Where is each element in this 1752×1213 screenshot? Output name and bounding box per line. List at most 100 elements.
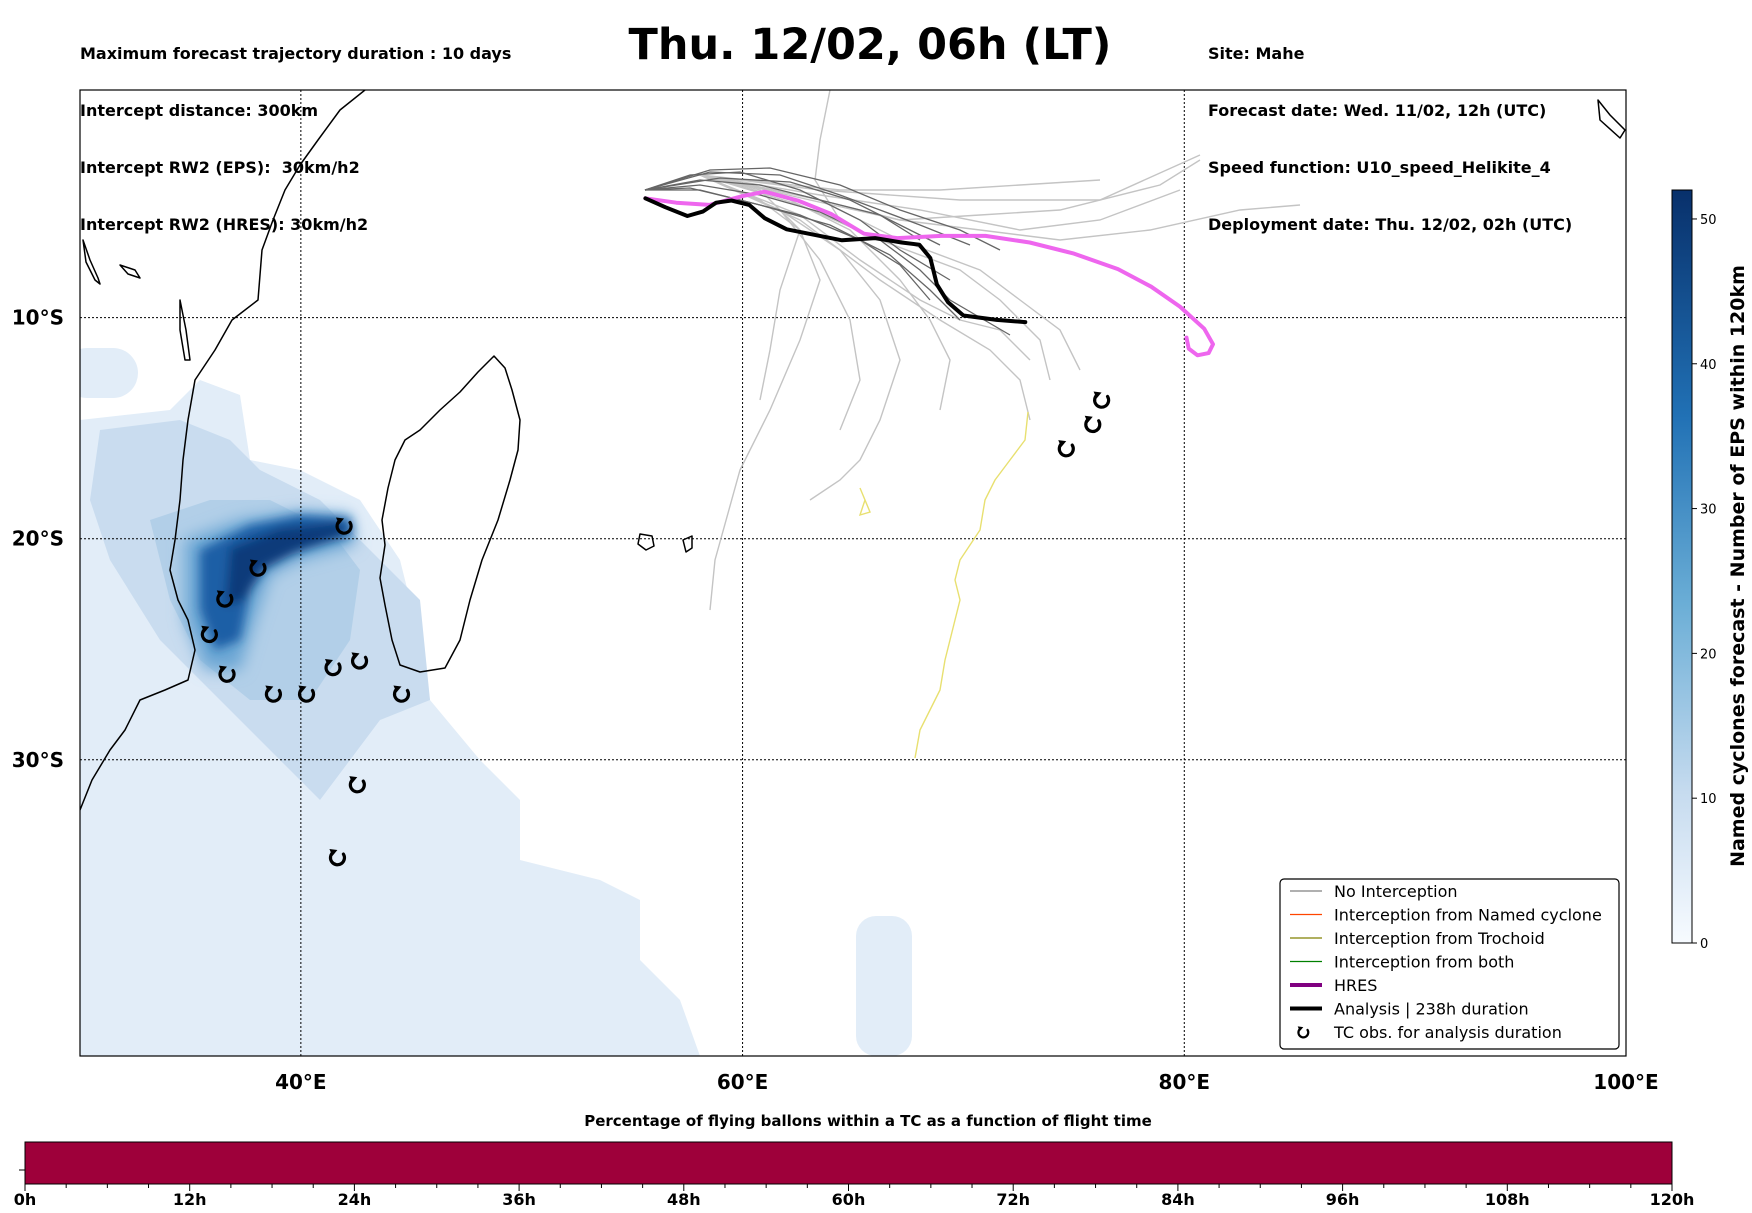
figure-title: Thu. 12/02, 06h (LT) xyxy=(628,20,1112,70)
legend-label: Interception from both xyxy=(1334,953,1514,972)
tc-obs-symbol xyxy=(348,776,366,794)
lon-tick-label: 80°E xyxy=(1159,1070,1211,1094)
eps-track xyxy=(699,174,1031,421)
tc-obs-symbol xyxy=(1093,391,1111,409)
lat-tick-label: 10°S xyxy=(12,306,64,330)
tc-obs-symbol xyxy=(350,652,369,670)
colorbar-bottom-tick-label: 108h xyxy=(1485,1190,1530,1209)
island xyxy=(119,264,141,279)
colorbar-bottom-title: Percentage of flying ballons within a TC… xyxy=(584,1112,1152,1130)
legend-label: No Interception xyxy=(1334,882,1458,901)
tc-obs-symbol xyxy=(1084,415,1102,434)
colorbar-right-label: Named cyclones forecast - Number of EPS … xyxy=(1727,265,1749,867)
lat-tick-label: 30°S xyxy=(12,748,64,772)
map-frame xyxy=(79,89,1627,1057)
madagascar-coast xyxy=(379,355,521,673)
colorbar-bottom-tick-label: 36h xyxy=(502,1190,536,1209)
legend: No Interception Interception from Named c… xyxy=(1279,878,1620,1050)
hres-track xyxy=(643,189,1215,358)
latitude-ticks: 10°S 20°S 30°S xyxy=(12,306,64,772)
eps-track xyxy=(699,174,1181,231)
colorbar-bottom-tick-label: 12h xyxy=(173,1190,207,1209)
header-line: Intercept RW2 (EPS): 30km/h2 xyxy=(80,158,360,177)
legend-label: Interception from Trochoid xyxy=(1334,929,1545,948)
colorbar-right-tick-label: 20 xyxy=(1700,647,1717,662)
legend-item: Analysis | 238h duration xyxy=(1290,1000,1529,1019)
island xyxy=(82,239,101,285)
tc-obs-symbol xyxy=(216,590,234,608)
density-region-light xyxy=(80,348,138,398)
tc-obs-symbol xyxy=(1057,440,1075,458)
tc-obs-symbol xyxy=(264,685,282,703)
legend-item: Interception from both xyxy=(1290,953,1514,972)
legend-box xyxy=(1279,878,1620,1050)
header-line: Deployment date: Thu. 12/02, 02h (UTC) xyxy=(1208,215,1573,234)
header-line: Intercept distance: 300km xyxy=(80,101,319,120)
tc-obs-symbol xyxy=(218,665,236,683)
map-gridlines xyxy=(80,90,1626,1056)
analysis-track xyxy=(643,196,1028,325)
eps-track xyxy=(644,171,951,281)
tc-obs-symbol xyxy=(335,517,353,535)
lon-tick-label: 100°E xyxy=(1593,1070,1658,1094)
lon-tick-label: 40°E xyxy=(275,1070,327,1094)
legend-label: HRES xyxy=(1334,976,1377,995)
legend-item: Interception from Trochoid xyxy=(1290,929,1545,948)
eps-track xyxy=(699,154,1201,201)
colorbar-right-tick-label: 10 xyxy=(1700,792,1717,807)
colorbar-right-tick-label: 30 xyxy=(1700,503,1717,518)
lon-tick-label: 60°E xyxy=(717,1070,769,1094)
legend-item: Interception from Named cyclone xyxy=(1290,906,1602,925)
header-line: Forecast date: Wed. 11/02, 12h (UTC) xyxy=(1208,101,1547,120)
colorbar-bottom-tick-label: 0h xyxy=(14,1190,37,1209)
colorbar-right-tick-label: 40 xyxy=(1700,358,1717,373)
tc-obs-symbol xyxy=(1297,1026,1310,1039)
trochoid-track xyxy=(858,411,1029,759)
eps-track xyxy=(699,174,1101,191)
lat-tick-label: 20°S xyxy=(12,527,64,551)
header-line: Speed function: U10_speed_Helikite_4 xyxy=(1208,158,1551,177)
africa-coast xyxy=(80,90,366,811)
island xyxy=(1597,99,1626,139)
colorbar-bottom-bar xyxy=(24,1141,1673,1185)
header-line: Intercept RW2 (HRES): 30km/h2 xyxy=(80,215,369,234)
eps-track xyxy=(644,177,941,246)
island xyxy=(637,533,655,551)
island xyxy=(682,535,693,553)
tc-obs-symbol xyxy=(392,685,411,703)
tc-observations xyxy=(200,391,1111,867)
header-left-info: Maximum forecast trajectory duration : 1… xyxy=(80,6,511,253)
legend-item: TC obs. for analysis duration xyxy=(1297,1023,1562,1042)
map-area xyxy=(80,90,1626,1056)
colorbar-bottom-tick-label: 96h xyxy=(1326,1190,1360,1209)
colorbar-right-bar xyxy=(1671,189,1693,944)
island xyxy=(179,299,191,361)
density-field xyxy=(80,348,912,1056)
eps-track xyxy=(644,171,971,246)
density-region-light xyxy=(856,916,912,1056)
eps-track xyxy=(699,159,1201,221)
legend-label: Interception from Named cyclone xyxy=(1334,906,1602,925)
legend-item: HRES xyxy=(1290,976,1377,995)
eps-track xyxy=(814,90,841,221)
eps-track xyxy=(699,174,901,501)
colorbar-bottom: Percentage of flying ballons within a TC… xyxy=(14,1112,1695,1209)
eps-track xyxy=(644,179,921,241)
tc-obs-symbol xyxy=(249,559,267,577)
colorbar-right-tick-label: 0 xyxy=(1700,937,1708,952)
legend-item: No Interception xyxy=(1290,882,1458,901)
header-right-info: Site: Mahe Forecast date: Wed. 11/02, 12… xyxy=(1208,6,1572,253)
colorbar-right: 0 10 20 30 40 50 Named cyclones forecast - Nu… xyxy=(1671,189,1749,952)
eps-track xyxy=(644,187,931,301)
legend-label: TC obs. for analysis duration xyxy=(1333,1023,1562,1042)
header-line: Site: Mahe xyxy=(1208,44,1305,63)
density-core xyxy=(225,522,346,605)
colorbar-bottom-tick-label: 72h xyxy=(996,1190,1030,1209)
colorbar-bottom-tick-label: 24h xyxy=(338,1190,372,1209)
colorbar-bottom-tick-label: 84h xyxy=(1161,1190,1195,1209)
header-line: Maximum forecast trajectory duration : 1… xyxy=(80,44,512,63)
colorbar-right-tick-label: 50 xyxy=(1700,213,1717,228)
tc-obs-symbol xyxy=(200,625,218,644)
tc-obs-symbol xyxy=(297,685,316,703)
eps-track xyxy=(644,167,1001,251)
